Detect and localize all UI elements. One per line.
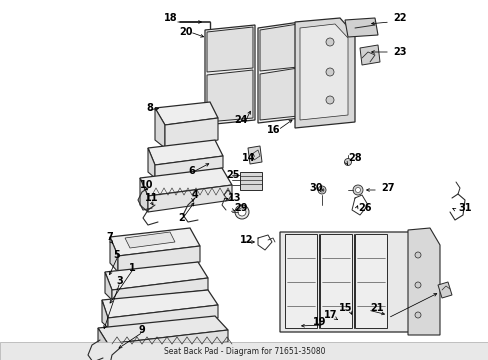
Text: 8: 8 — [146, 103, 153, 113]
Polygon shape — [148, 148, 155, 178]
Text: 6: 6 — [188, 166, 195, 176]
Polygon shape — [285, 234, 316, 328]
Bar — [240, 172, 262, 190]
Polygon shape — [102, 290, 218, 318]
Circle shape — [325, 96, 333, 104]
Text: 27: 27 — [380, 183, 394, 193]
Polygon shape — [98, 316, 227, 344]
Polygon shape — [260, 68, 297, 120]
Polygon shape — [155, 102, 218, 125]
Text: 13: 13 — [227, 193, 241, 203]
Text: 22: 22 — [392, 13, 406, 23]
Text: 23: 23 — [392, 47, 406, 57]
Circle shape — [414, 282, 420, 288]
Text: 20: 20 — [179, 27, 193, 37]
Polygon shape — [105, 262, 207, 290]
Polygon shape — [345, 18, 377, 37]
Text: 25: 25 — [226, 170, 240, 180]
Polygon shape — [164, 118, 218, 148]
Polygon shape — [98, 328, 108, 352]
Polygon shape — [108, 330, 227, 352]
Text: 4: 4 — [191, 190, 198, 200]
Text: 29: 29 — [234, 203, 247, 213]
Polygon shape — [260, 24, 297, 71]
Text: 30: 30 — [309, 183, 323, 193]
Polygon shape — [108, 305, 218, 328]
Polygon shape — [125, 232, 175, 248]
Text: 10: 10 — [140, 180, 153, 190]
Text: 12: 12 — [240, 235, 253, 245]
Text: 11: 11 — [145, 193, 159, 203]
Polygon shape — [354, 234, 386, 328]
Polygon shape — [319, 234, 351, 328]
Polygon shape — [359, 45, 379, 65]
Polygon shape — [204, 25, 254, 125]
Text: 3: 3 — [116, 276, 123, 286]
Text: 24: 24 — [234, 115, 247, 125]
Circle shape — [344, 158, 351, 166]
Text: 31: 31 — [457, 203, 470, 213]
Circle shape — [317, 186, 325, 194]
Polygon shape — [299, 24, 347, 120]
Circle shape — [355, 188, 360, 193]
Polygon shape — [280, 232, 419, 332]
Text: 5: 5 — [113, 250, 120, 260]
Circle shape — [414, 312, 420, 318]
Polygon shape — [437, 282, 451, 298]
Polygon shape — [155, 156, 223, 178]
Circle shape — [325, 68, 333, 76]
Polygon shape — [148, 185, 231, 212]
Polygon shape — [206, 70, 252, 122]
Text: 17: 17 — [323, 310, 336, 320]
Polygon shape — [148, 140, 223, 165]
Polygon shape — [258, 22, 299, 123]
Polygon shape — [112, 278, 207, 300]
Polygon shape — [110, 237, 118, 272]
Circle shape — [319, 188, 324, 192]
Text: 1: 1 — [129, 263, 136, 273]
Text: Seat Back Pad - Diagram for 71651-35080: Seat Back Pad - Diagram for 71651-35080 — [163, 346, 325, 356]
Text: 19: 19 — [312, 317, 325, 327]
Circle shape — [238, 208, 245, 216]
Polygon shape — [206, 27, 252, 72]
Text: 16: 16 — [266, 125, 280, 135]
Circle shape — [414, 252, 420, 258]
Polygon shape — [118, 246, 200, 272]
Text: 26: 26 — [357, 203, 371, 213]
Text: 9: 9 — [138, 325, 145, 335]
Polygon shape — [105, 272, 112, 300]
Text: 18: 18 — [164, 13, 178, 23]
Polygon shape — [110, 228, 200, 256]
Polygon shape — [140, 178, 148, 212]
Circle shape — [325, 38, 333, 46]
Text: 14: 14 — [241, 153, 254, 163]
Text: 28: 28 — [347, 153, 361, 163]
Text: 21: 21 — [369, 303, 383, 313]
Polygon shape — [140, 168, 231, 196]
Circle shape — [352, 185, 362, 195]
Polygon shape — [407, 228, 439, 335]
Polygon shape — [247, 146, 262, 164]
Circle shape — [235, 205, 248, 219]
Bar — [0, 342, 488, 360]
Polygon shape — [155, 108, 164, 148]
Polygon shape — [294, 18, 354, 128]
Text: 15: 15 — [338, 303, 351, 313]
Text: 2: 2 — [178, 213, 184, 223]
Polygon shape — [102, 300, 108, 328]
Text: 7: 7 — [106, 232, 113, 242]
